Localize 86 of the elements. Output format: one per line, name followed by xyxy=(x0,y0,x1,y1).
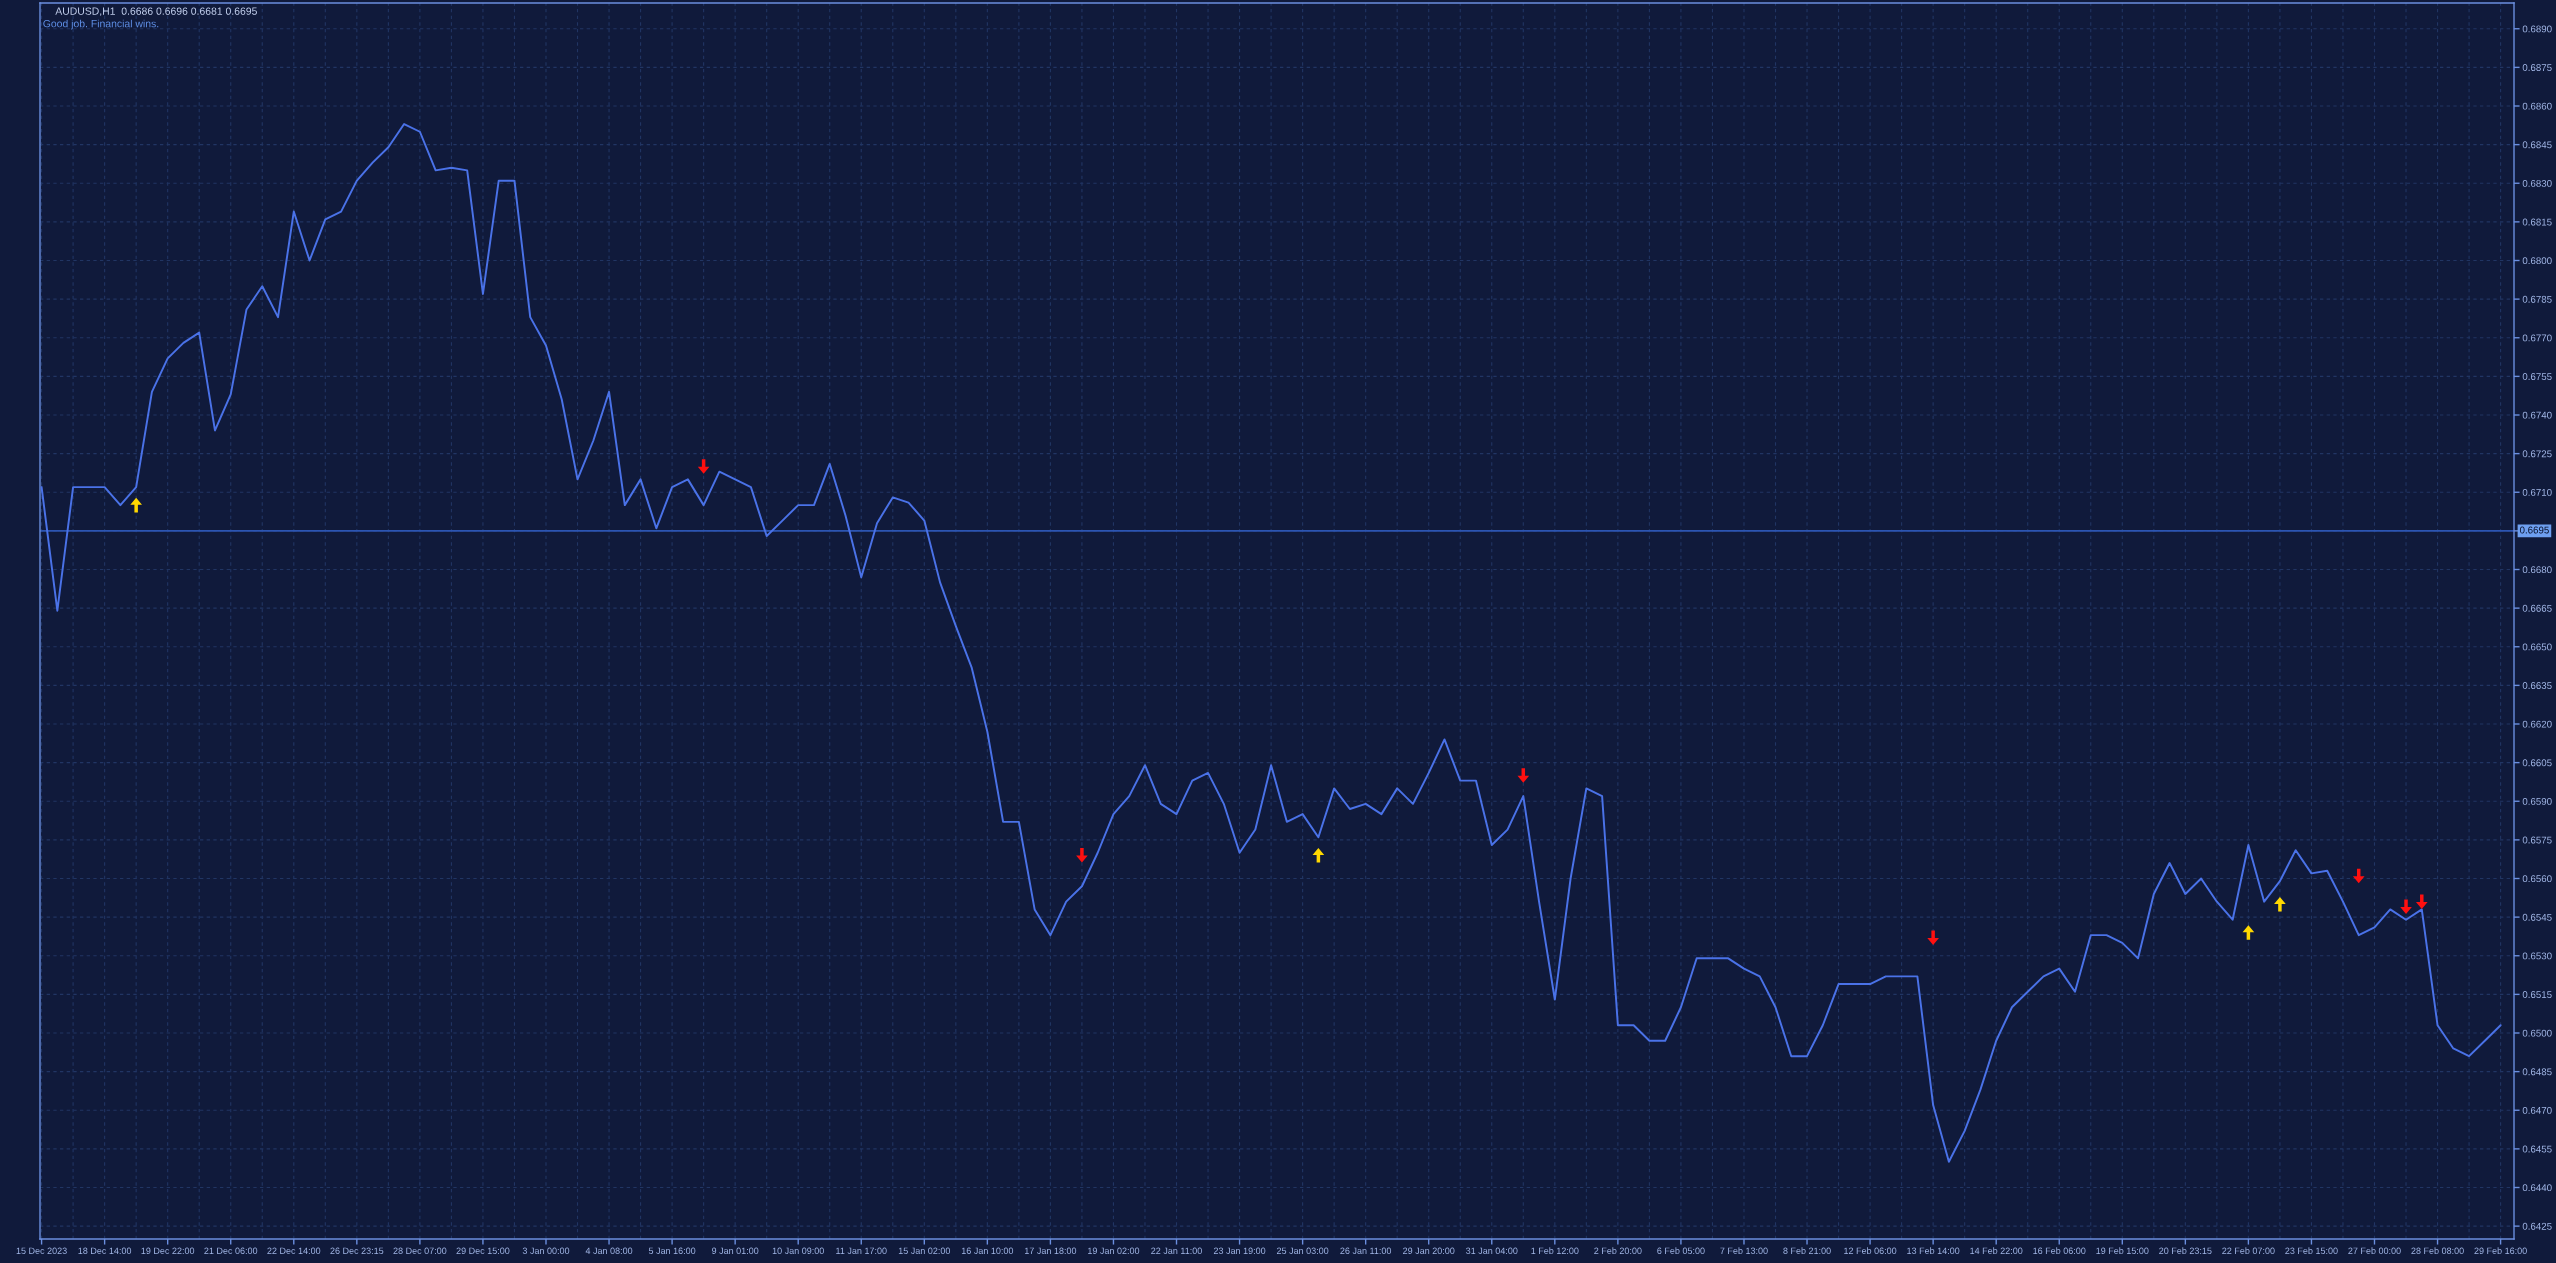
y-tick-label: 0.6650 xyxy=(2522,643,2552,651)
point xyxy=(1312,848,1325,863)
x-tick-label: 5 Jan 16:00 xyxy=(648,1247,696,1254)
x-tick-label: 15 Jan 02:00 xyxy=(898,1247,951,1254)
y-tick-label: 0.6575 xyxy=(2522,836,2552,844)
x-tick-label: 26 Jan 11:00 xyxy=(1340,1247,1392,1254)
y-tick-label: 0.6485 xyxy=(2522,1068,2552,1076)
point xyxy=(2415,894,2428,909)
y-tick-label: 0.6755 xyxy=(2522,373,2552,380)
y-tick-label: 0.6635 xyxy=(2522,682,2552,689)
x-tick-label: 16 Feb 06:00 xyxy=(2033,1247,2086,1254)
y-tick-label: 0.6515 xyxy=(2522,991,2552,998)
y-tick-label: 0.6605 xyxy=(2522,759,2552,767)
text: Good job. Financial wins. xyxy=(43,19,159,30)
x-tick-label: 23 Feb 15:00 xyxy=(2285,1247,2338,1254)
y-tick-label: 0.6500 xyxy=(2522,1029,2552,1037)
y-tick-label: 0.6665 xyxy=(2522,604,2552,612)
point xyxy=(130,497,142,513)
x-tick-label: 7 Feb 13:00 xyxy=(1720,1247,1768,1254)
y-tick-label: 0.6800 xyxy=(2522,257,2552,265)
x-tick-label: 19 Jan 02:00 xyxy=(1088,1247,1140,1254)
x-tick-label: 23 Jan 19:00 xyxy=(1213,1247,1266,1254)
y-tick-label: 0.6425 xyxy=(2522,1222,2552,1230)
x-tick-label: 16 Jan 10:00 xyxy=(961,1247,1014,1254)
y-tick-label: 0.6830 xyxy=(2522,179,2552,187)
y-tick-label: 0.6620 xyxy=(2522,720,2552,728)
x-tick-label: 19 Dec 22:00 xyxy=(141,1247,195,1254)
x-tick-label: 22 Dec 14:00 xyxy=(267,1247,321,1254)
x-tick-label: 3 Jan 00:00 xyxy=(522,1247,570,1254)
x-tick-label: 8 Feb 21:00 xyxy=(1783,1247,1831,1254)
x-tick-label: 26 Dec 23:15 xyxy=(330,1247,384,1254)
x-tick-label: 29 Feb 16:00 xyxy=(2474,1247,2527,1254)
x-tick-label: 18 Dec 14:00 xyxy=(78,1247,132,1254)
y-tick-label: 0.6770 xyxy=(2522,334,2552,342)
y-tick-label: 0.6590 xyxy=(2522,797,2552,805)
x-tick-label: 12 Feb 06:00 xyxy=(1844,1247,1897,1254)
x-tick-label: 25 Jan 03:00 xyxy=(1276,1247,1329,1254)
x-tick-label: 9 Jan 01:00 xyxy=(711,1247,759,1254)
y-tick-label: 0.6710 xyxy=(2522,488,2552,496)
y-tick-label: 0.6680 xyxy=(2522,566,2552,574)
x-tick-label: 17 Jan 18:00 xyxy=(1025,1247,1077,1254)
x-tick-label: 21 Dec 06:00 xyxy=(204,1247,258,1254)
point xyxy=(1076,848,1088,863)
y-tick-label: 0.6845 xyxy=(2522,141,2552,149)
y-tick-label: 0.6455 xyxy=(2522,1145,2552,1153)
x-tick-label: 29 Dec 15:00 xyxy=(456,1247,510,1254)
y-tick-label: 0.6785 xyxy=(2522,295,2552,303)
point xyxy=(2274,896,2286,912)
y-tick-label: 0.6740 xyxy=(2522,411,2552,419)
x-tick-label: 28 Feb 08:00 xyxy=(2411,1247,2464,1254)
x-tick-label: 20 Feb 23:15 xyxy=(2159,1247,2212,1254)
y-tick-label: 0.6890 xyxy=(2522,25,2552,33)
x-tick-label: 31 Jan 04:00 xyxy=(1466,1247,1518,1254)
y-tick-label: 0.6470 xyxy=(2522,1106,2552,1114)
y-tick-label: 0.6860 xyxy=(2522,102,2552,110)
y-tick-label: 0.6875 xyxy=(2522,64,2552,71)
x-tick-label: 10 Jan 09:00 xyxy=(772,1247,824,1254)
ref-line-label: 0.6695 xyxy=(2519,526,2549,534)
x-tick-label: 15 Dec 2023 xyxy=(16,1247,67,1254)
y-tick-label: 0.6815 xyxy=(2522,218,2552,226)
x-tick-label: 28 Dec 07:00 xyxy=(393,1247,447,1254)
y-tick-label: 0.6530 xyxy=(2522,952,2552,960)
x-tick-label: 4 Jan 08:00 xyxy=(585,1247,633,1254)
point xyxy=(2352,868,2365,884)
x-tick-label: 6 Feb 05:00 xyxy=(1657,1247,1705,1254)
x-tick-label: 1 Feb 12:00 xyxy=(1531,1247,1579,1254)
point xyxy=(697,459,710,474)
chart-title: AUDUSD,H1 0.6686 0.6696 0.6681 0.6695 xyxy=(55,7,257,17)
x-tick-label: 22 Feb 07:00 xyxy=(2222,1247,2275,1254)
x-tick-label: 29 Jan 20:00 xyxy=(1403,1247,1455,1254)
x-tick-label: 2 Feb 20:00 xyxy=(1594,1247,1642,1254)
x-tick-label: 19 Feb 15:00 xyxy=(2096,1247,2149,1254)
x-tick-label: 13 Feb 14:00 xyxy=(1907,1247,1960,1254)
point xyxy=(1517,768,1530,783)
y-tick-label: 0.6560 xyxy=(2522,875,2552,883)
y-tick-label: 0.6440 xyxy=(2522,1184,2552,1192)
x-tick-label: 27 Feb 00:00 xyxy=(2348,1247,2401,1254)
x-tick-label: 11 Jan 17:00 xyxy=(836,1247,887,1254)
y-tick-label: 0.6545 xyxy=(2522,913,2552,921)
y-tick-label: 0.6725 xyxy=(2522,450,2552,458)
x-tick-label: 14 Feb 22:00 xyxy=(1970,1247,2023,1254)
point xyxy=(2242,925,2255,940)
line-series xyxy=(40,123,2502,1163)
point xyxy=(1927,930,1939,946)
x-tick-label: 22 Jan 11:00 xyxy=(1151,1247,1202,1254)
point xyxy=(2400,899,2412,915)
